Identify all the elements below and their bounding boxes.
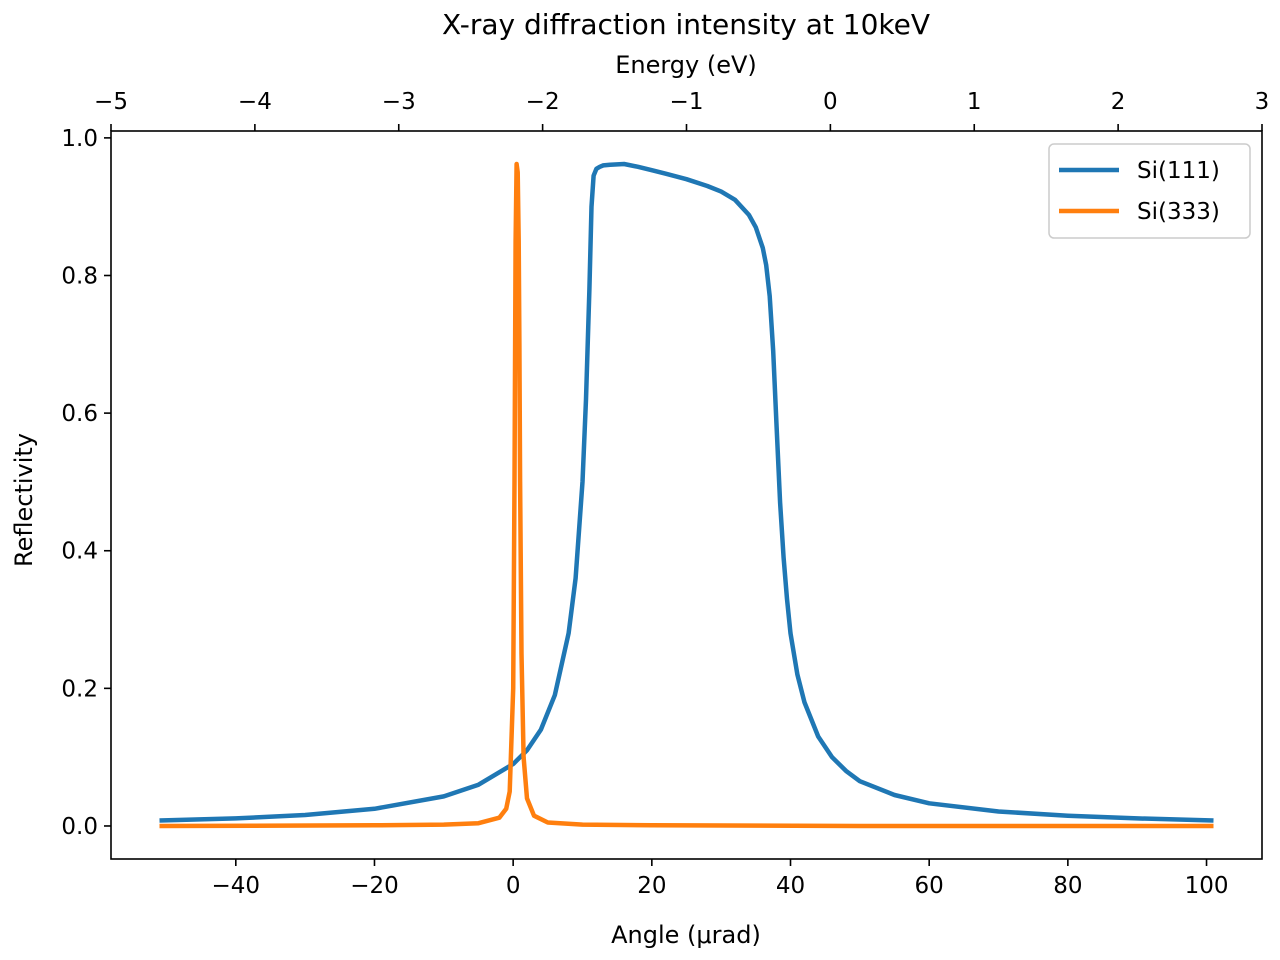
- x-tick-label: 20: [637, 873, 666, 899]
- top-x-tick-label: −5: [94, 89, 128, 115]
- x-tick-label: 80: [1053, 873, 1082, 899]
- top-x-tick-label: −1: [670, 89, 704, 115]
- y-axis-label: Reflectivity: [10, 433, 38, 567]
- x-tick-label: 0: [506, 873, 521, 899]
- top-x-tick-label: 2: [1111, 89, 1126, 115]
- x-tick-label: −20: [350, 873, 399, 899]
- y-tick-label: 0.8: [61, 263, 98, 289]
- x-tick-label: 40: [776, 873, 805, 899]
- top-x-tick-label: −4: [238, 89, 272, 115]
- series-line-si111: [159, 161, 1214, 823]
- legend-label-si333: Si(333): [1137, 199, 1220, 225]
- x-tick-label: −40: [212, 873, 261, 899]
- top-x-tick-label: 1: [967, 89, 982, 115]
- top-x-tick-label: 0: [823, 89, 838, 115]
- y-tick-label: 0.4: [61, 539, 98, 565]
- y-tick-label: 0.6: [61, 401, 98, 427]
- legend: Si(111) Si(333): [1048, 143, 1251, 239]
- plot-lines: [159, 161, 1214, 829]
- chart-title: X-ray diffraction intensity at 10keV: [442, 8, 930, 41]
- x-axis-label: Angle (μrad): [611, 921, 761, 949]
- legend-label-si111: Si(111): [1137, 158, 1220, 184]
- top-x-tick-label: 3: [1255, 89, 1270, 115]
- y-tick-label: 0.2: [61, 676, 98, 702]
- plot-frame: [110, 130, 1263, 860]
- top-axis-label: Energy (eV): [615, 51, 757, 79]
- x-tick-label: 60: [915, 873, 944, 899]
- y-tick-label: 0.0: [61, 814, 98, 840]
- y-tick-label: 1.0: [61, 126, 98, 152]
- legend-box: [1048, 143, 1251, 239]
- top-x-tick-label: −2: [526, 89, 560, 115]
- top-x-tick-label: −3: [382, 89, 416, 115]
- series-line-si333: [159, 161, 1214, 829]
- x-tick-label: 100: [1185, 873, 1229, 899]
